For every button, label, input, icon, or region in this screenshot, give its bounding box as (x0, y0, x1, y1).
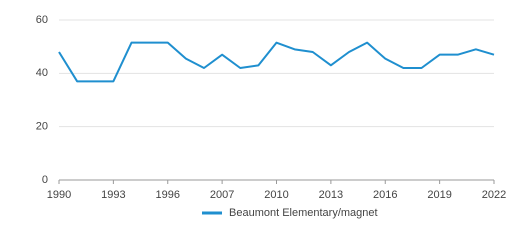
x-tick-label: 1996 (156, 189, 180, 201)
y-tick-label: 60 (36, 14, 48, 26)
legend-label: Beaumont Elementary/magnet (229, 207, 378, 219)
x-tick-label: 2019 (427, 189, 451, 201)
x-tick-label: 2010 (264, 189, 288, 201)
page: 0 20 40 60 1990 1993 1996 2007 2010 2013 2016 2019 2… (35, 13, 507, 219)
x-tick-label: 1990 (47, 189, 71, 201)
x-tick-label: 2016 (373, 189, 397, 201)
y-tick-label: 20 (36, 121, 48, 133)
x-tick-label: 2007 (210, 189, 234, 201)
x-tick-label: 2013 (319, 189, 343, 201)
chart: 0 20 40 60 1990 1993 1996 2007 2010 2013 2016 2019 2… (36, 14, 506, 219)
x-tick-label: 2022 (482, 189, 506, 201)
line (58, 41, 495, 83)
x-tick-label: 1993 (101, 189, 125, 201)
y-tick-label: 0 (42, 174, 48, 186)
y-tick-label: 40 (36, 67, 48, 79)
